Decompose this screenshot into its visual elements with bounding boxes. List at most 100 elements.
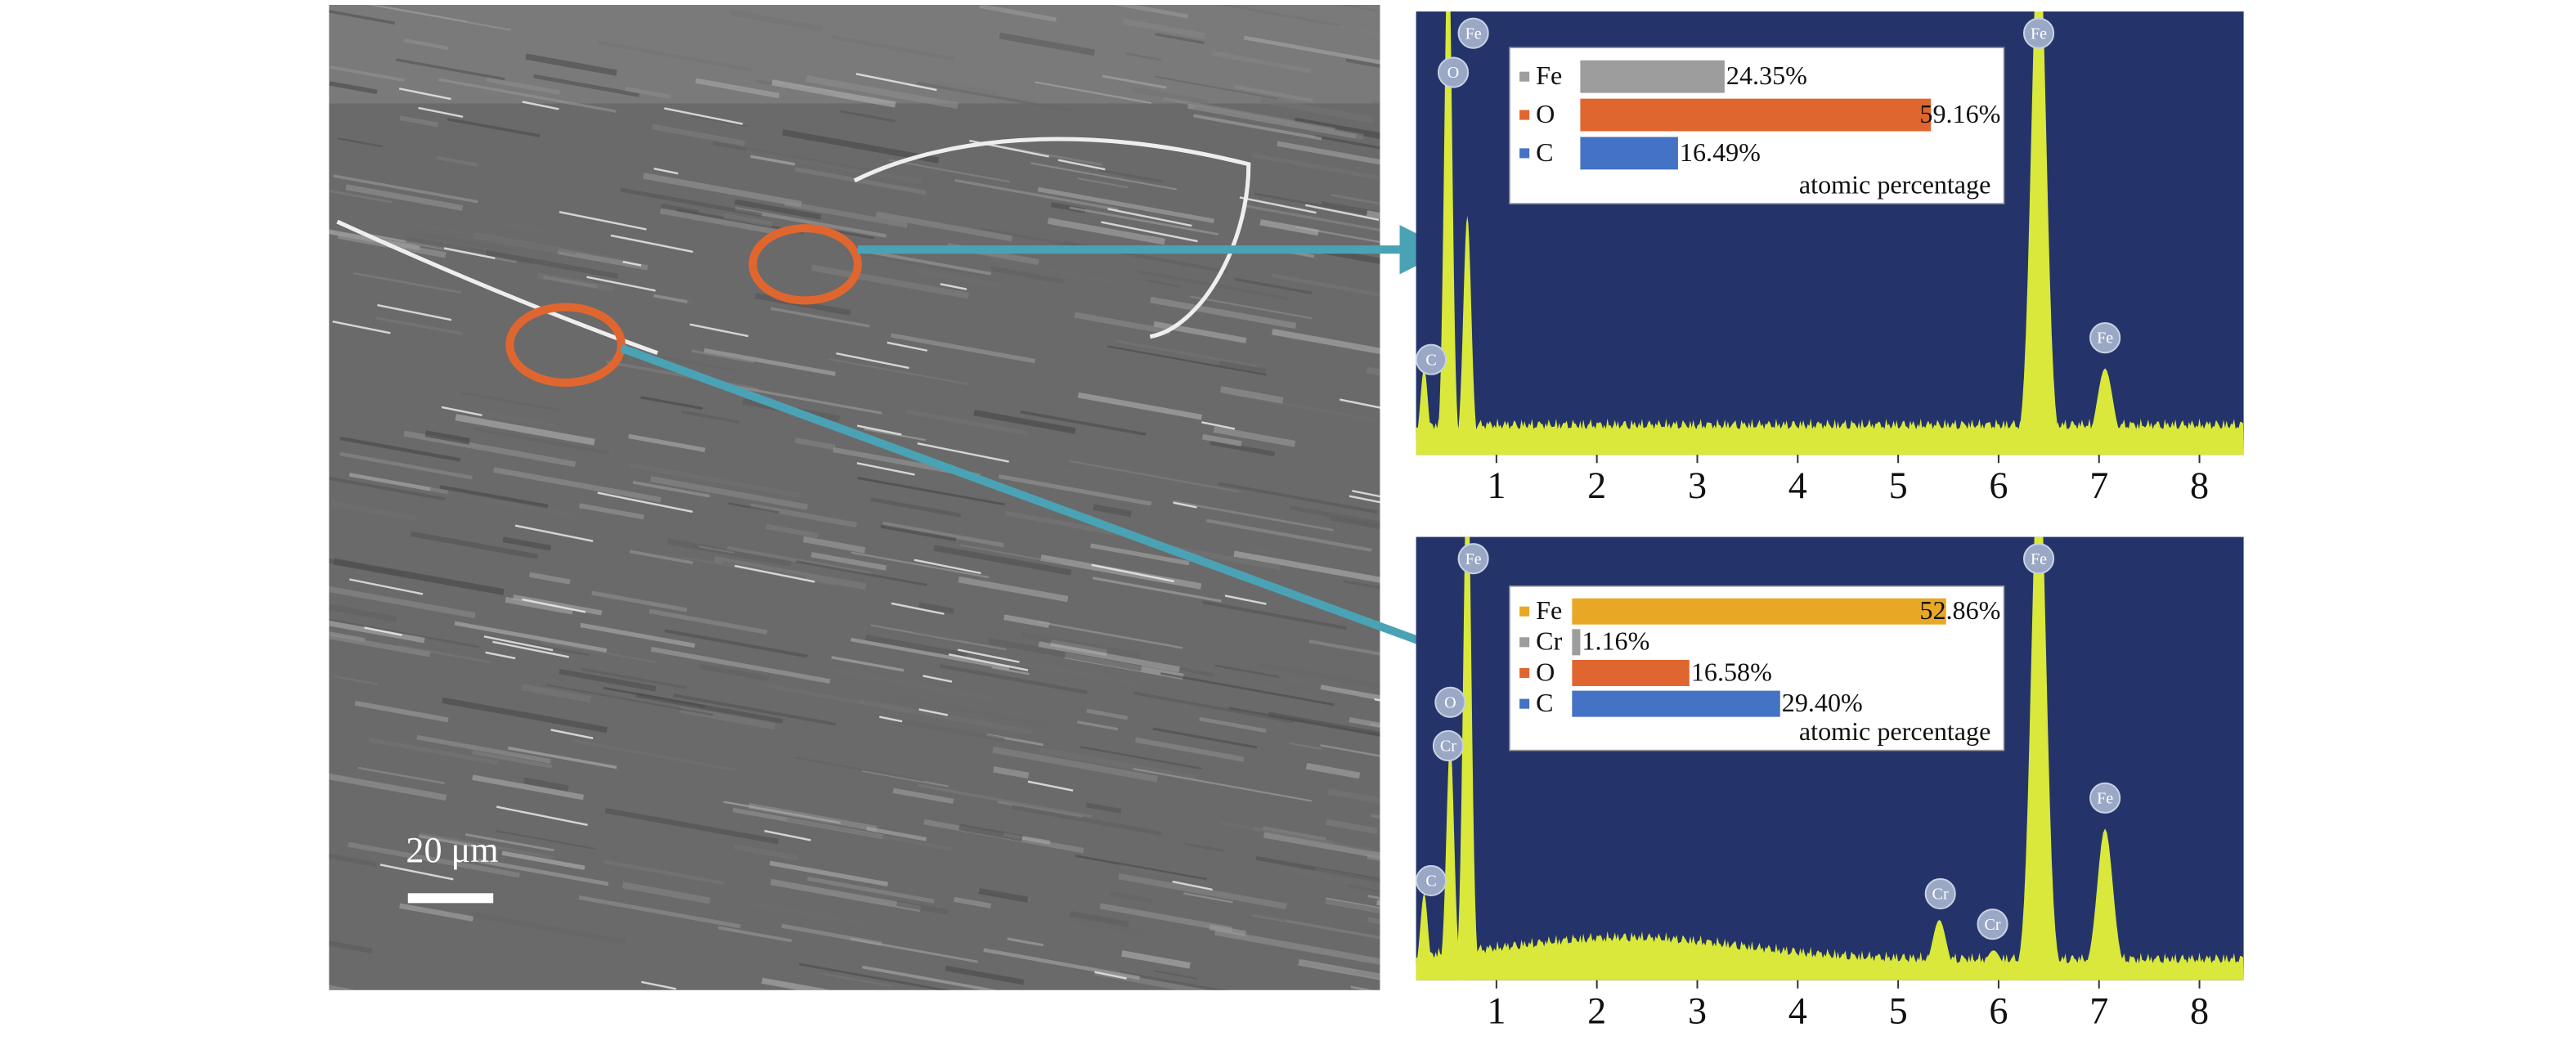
sem-edge (1091, 563, 1175, 583)
x-tick-label: 5 (1889, 989, 1908, 1031)
sem-edge (379, 864, 454, 881)
sem-streak (357, 766, 445, 785)
sem-streak (1263, 831, 1380, 859)
sem-streak (605, 360, 760, 391)
x-tick-label: 6 (1989, 464, 2008, 506)
sem-streak (545, 684, 714, 716)
sem-streak (454, 621, 608, 653)
x-axis-label: atomic percentage (1799, 169, 1990, 199)
sem-streak (1112, 5, 1189, 19)
sem-streak (895, 718, 1005, 743)
spectrum-peak (1433, 11, 1464, 455)
sem-streak (395, 58, 505, 81)
sem-edge (492, 640, 569, 658)
spectrum-peak (2074, 368, 2137, 455)
sem-streak (597, 40, 752, 72)
sem-streak (1394, 485, 1468, 498)
sem-streak (1345, 58, 1380, 69)
sem-edge (913, 559, 981, 575)
sem-streak (580, 622, 696, 648)
sem-streak (864, 634, 967, 659)
sem-streak (1183, 892, 1233, 904)
sem-streak (429, 487, 578, 519)
peak-label: O (1444, 693, 1456, 711)
sem-streak (703, 348, 836, 376)
sem-streak (1295, 226, 1380, 244)
sem-edge (664, 107, 743, 125)
sem-edge (550, 729, 594, 739)
sem-streak (329, 559, 406, 577)
sem-streak (648, 608, 768, 635)
sem-streak (1327, 788, 1380, 804)
sem-streak (403, 222, 577, 255)
sem-streak (399, 903, 473, 922)
spectrum-plot (1416, 536, 2244, 980)
sem-streak (439, 485, 549, 509)
sem-streak (1258, 1011, 1432, 1041)
sem-streak (329, 633, 431, 657)
sem-streak (864, 428, 927, 442)
sem-streak (1202, 600, 1348, 630)
sem-streak (1120, 864, 1206, 884)
sem-streak (329, 476, 446, 501)
spectrum-peak (1416, 368, 1439, 455)
value-label: 24.35% (1726, 61, 1807, 90)
sem-streak (486, 249, 619, 280)
sem-streak (559, 668, 657, 692)
value-label: 29.40% (1782, 688, 1863, 717)
sem-streak (467, 1013, 606, 1039)
spectrum-peak (2009, 536, 2069, 980)
sem-streak (1079, 996, 1236, 1025)
sem-edge (559, 211, 647, 231)
sem-streak (973, 410, 1076, 434)
sem-edge (1201, 421, 1236, 430)
sem-streak (1155, 75, 1278, 100)
sem-streak (734, 199, 822, 220)
sem-streak (954, 896, 992, 909)
peak-label: C (1425, 351, 1436, 369)
x-tick-label: 7 (2089, 989, 2108, 1031)
sem-streak (1153, 321, 1247, 343)
sem-streak (1047, 218, 1165, 245)
sem-streak (1289, 505, 1380, 527)
sem-streak (1218, 360, 1267, 374)
sem-streak (460, 391, 560, 412)
sem-streak (1193, 114, 1322, 141)
sem-streak (540, 640, 657, 664)
sem-edge (734, 564, 815, 583)
sem-streak (1135, 737, 1245, 762)
sem-streak (1219, 386, 1284, 404)
sem-streak (1172, 500, 1334, 532)
sem-streak (329, 586, 476, 619)
sem-edge (1057, 159, 1106, 171)
sem-edge (855, 73, 937, 92)
sem-streak (796, 560, 927, 586)
sem-streak (1241, 904, 1380, 934)
sem-streak (832, 666, 994, 702)
sem-streak (979, 5, 1057, 22)
sem-streak (1004, 510, 1120, 536)
sem-streak (1272, 653, 1364, 674)
sem-streak (1220, 821, 1375, 852)
sem-streak (1305, 762, 1361, 779)
sem-streak (521, 684, 592, 703)
sem-streak (579, 503, 644, 520)
peak-label-badge (1432, 729, 1464, 762)
sem-streak (1271, 273, 1380, 297)
sem-streak (918, 783, 1092, 818)
sem-edge (496, 805, 588, 826)
sem-streak (850, 937, 978, 963)
sem-streak (1068, 460, 1240, 493)
bar (1572, 598, 1946, 625)
sem-streak (1244, 204, 1380, 232)
peak-label-badge (2089, 322, 2121, 354)
sem-streak (1116, 339, 1258, 368)
sem-streak (893, 694, 1050, 729)
sem-edge (879, 716, 903, 723)
sem-edge (418, 106, 464, 119)
sem-edge (917, 442, 1009, 463)
legend-swatch (1519, 667, 1530, 679)
sem-edge (940, 283, 967, 290)
sem-streak (823, 972, 893, 988)
